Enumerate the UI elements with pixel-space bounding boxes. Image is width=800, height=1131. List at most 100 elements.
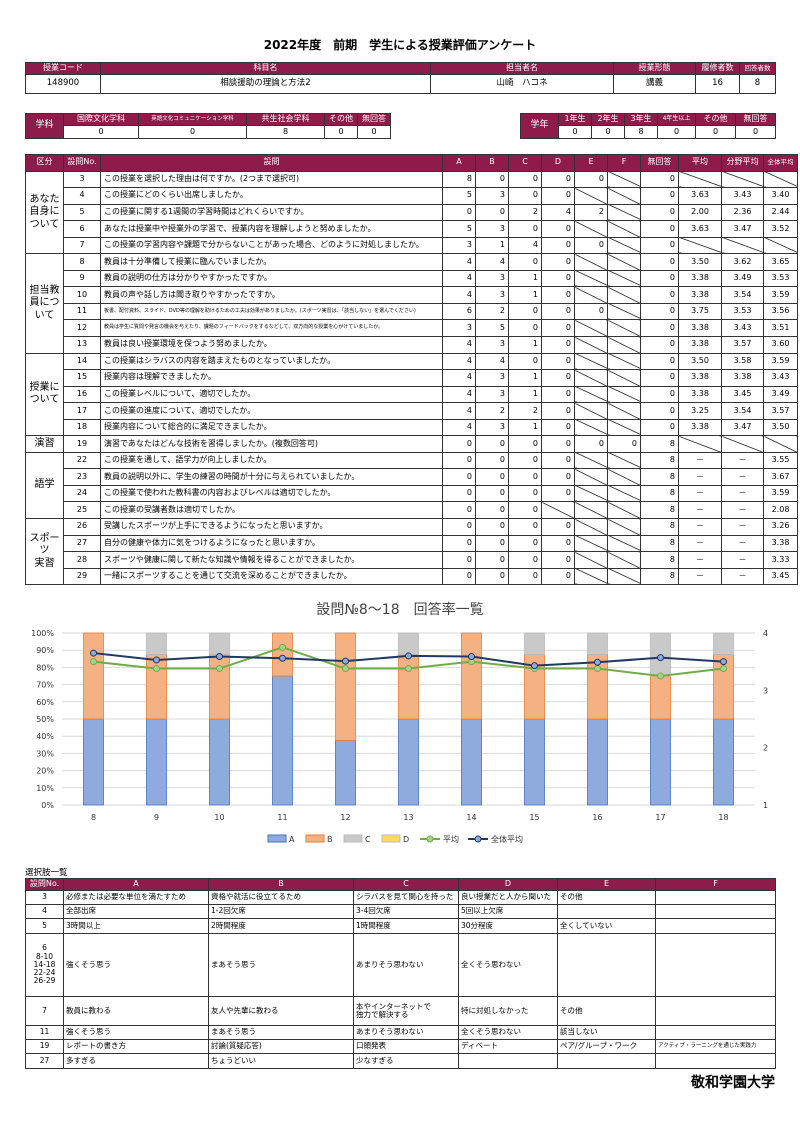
point-全体平均-q15 [531, 662, 538, 670]
not-applicable-cell [678, 170, 722, 189]
value-cell: 3.53 [763, 269, 798, 288]
value-cell: 3.60 [763, 336, 798, 354]
left-axis-tick: 40% [36, 732, 54, 741]
option-cell: 2時間程度 [208, 918, 354, 934]
bar-B-q17 [650, 675, 671, 720]
value-cell: 0 [541, 551, 575, 569]
value-cell: 0 [475, 551, 509, 569]
value-cell: 0 [475, 203, 509, 222]
main-header-9: 無回答 [640, 154, 679, 172]
bar-A-q16 [587, 718, 608, 806]
value-cell: 8 [640, 534, 679, 553]
value-cell: 0 [508, 501, 542, 520]
option-cell: 多すぎる [63, 1053, 209, 1069]
response-rate-chart: 設問№8～18 回答率一覧 0% 10% 20% 30% 40% 50% 60% 70% 80% 9… [31, 601, 768, 844]
value-cell: 0 [574, 302, 608, 321]
question-row: 10 教員の声や話し方は聞き取りやすかったですか。 4 3 1 0 0 3.38 3.54 3.5… [26, 286, 798, 304]
legend-item: D [381, 834, 409, 844]
left-axis-tick: 60% [36, 698, 54, 707]
not-applicable-cell [574, 286, 608, 304]
value-cell: 0 [640, 286, 679, 304]
course-header-5: 回答者数 [739, 62, 776, 75]
value-cell: － [678, 501, 722, 520]
category-label: 担当教 員につ いて [25, 253, 64, 354]
question-text: この授業はシラバスの内容を踏まえたものとなっていましたか。 [100, 352, 443, 371]
question-number: 4 [63, 187, 101, 205]
legend-item: 平均 [420, 834, 459, 844]
option-row: 3 必修または必要な単位を満たすため 資格や就活に役立てるため シラバスを見て関心を持… [25, 890, 776, 905]
value-cell: 8 [640, 484, 679, 503]
value-cell: 0 [640, 170, 679, 189]
value-cell: － [721, 551, 764, 569]
value-cell: 0 [475, 451, 509, 470]
point-平均-q13 [405, 665, 412, 673]
not-applicable-cell [574, 484, 608, 503]
question-row: あなた 自身に ついて 3 この授業を選択した理由は何ですか。(2つまで選択可) 8 0… [25, 170, 798, 255]
question-row: 5 この授業に関する1週間の学習時間はどれくらいですか。 0 0 2 4 2 0 2.00 2.3… [26, 203, 798, 222]
not-applicable-cell [607, 501, 641, 520]
question-number: 3 [63, 170, 101, 189]
value-cell: 8 [640, 501, 679, 520]
grade-label: 学年 [520, 113, 559, 139]
left-axis-tick: 20% [36, 767, 54, 776]
option-cell [557, 1053, 656, 1069]
question-number: 12 [63, 319, 101, 338]
question-number: 9 [63, 269, 101, 288]
value-cell: 3.59 [763, 352, 798, 371]
question-number: 19 [63, 435, 101, 453]
bar-B-q14 [461, 632, 482, 720]
value-cell: 0 [508, 451, 542, 470]
value-cell: 0 [640, 203, 679, 222]
legend-swatch [305, 834, 325, 843]
bar-B-q12 [335, 632, 356, 741]
bar-A-q17 [650, 718, 671, 806]
university-name: 敬和学園大学 [691, 1075, 775, 1091]
value-cell: 0 [640, 418, 679, 437]
value-cell: 1 [508, 418, 542, 437]
value-cell: 0 [640, 253, 679, 271]
not-applicable-cell [607, 385, 641, 404]
value-cell: 0 [541, 336, 575, 354]
left-axis-tick: 30% [36, 749, 54, 758]
x-axis-tick: 9 [154, 813, 159, 822]
value-cell: 4 [442, 369, 476, 387]
value-cell: 2.36 [721, 203, 764, 222]
value-cell: 0 [508, 187, 542, 205]
option-question-number: 11 [25, 1025, 64, 1040]
option-cell [655, 996, 776, 1026]
value-cell: 1 [508, 286, 542, 304]
question-number: 23 [63, 468, 101, 486]
value-cell: 3.52 [763, 220, 798, 238]
option-question-number: 19 [25, 1039, 64, 1054]
question-number: 13 [63, 336, 101, 354]
point-平均-q11 [279, 643, 286, 651]
legend-item: B [305, 834, 333, 844]
x-axis-tick: 10 [214, 813, 224, 822]
not-applicable-cell [607, 418, 641, 437]
value-cell: － [721, 484, 764, 503]
not-applicable-cell [607, 236, 641, 255]
legend-label: D [403, 835, 409, 844]
question-text: この授業の進度について、適切でしたか。 [100, 402, 443, 420]
value-cell: － [678, 451, 722, 470]
value-cell: 3.57 [721, 336, 764, 354]
value-cell: 0 [475, 534, 509, 553]
value-cell: 4 [508, 236, 542, 255]
value-cell: 0 [442, 518, 476, 536]
not-applicable-cell [678, 435, 722, 453]
not-applicable-cell [763, 236, 798, 255]
value-cell: 0 [541, 269, 575, 288]
not-applicable-cell [607, 518, 641, 536]
category-label: スポーツ 実習 [25, 518, 64, 586]
legend-item: A [267, 834, 295, 844]
left-axis-tick: 100% [31, 629, 54, 638]
not-applicable-cell [574, 220, 608, 238]
value-cell: 0 [541, 418, 575, 437]
value-cell: 0 [541, 286, 575, 304]
value-cell: 3.38 [763, 534, 798, 553]
value-cell: 0 [475, 468, 509, 486]
value-cell: 3.40 [763, 187, 798, 205]
option-cell [655, 1053, 776, 1069]
bar-B-q13 [398, 654, 419, 720]
